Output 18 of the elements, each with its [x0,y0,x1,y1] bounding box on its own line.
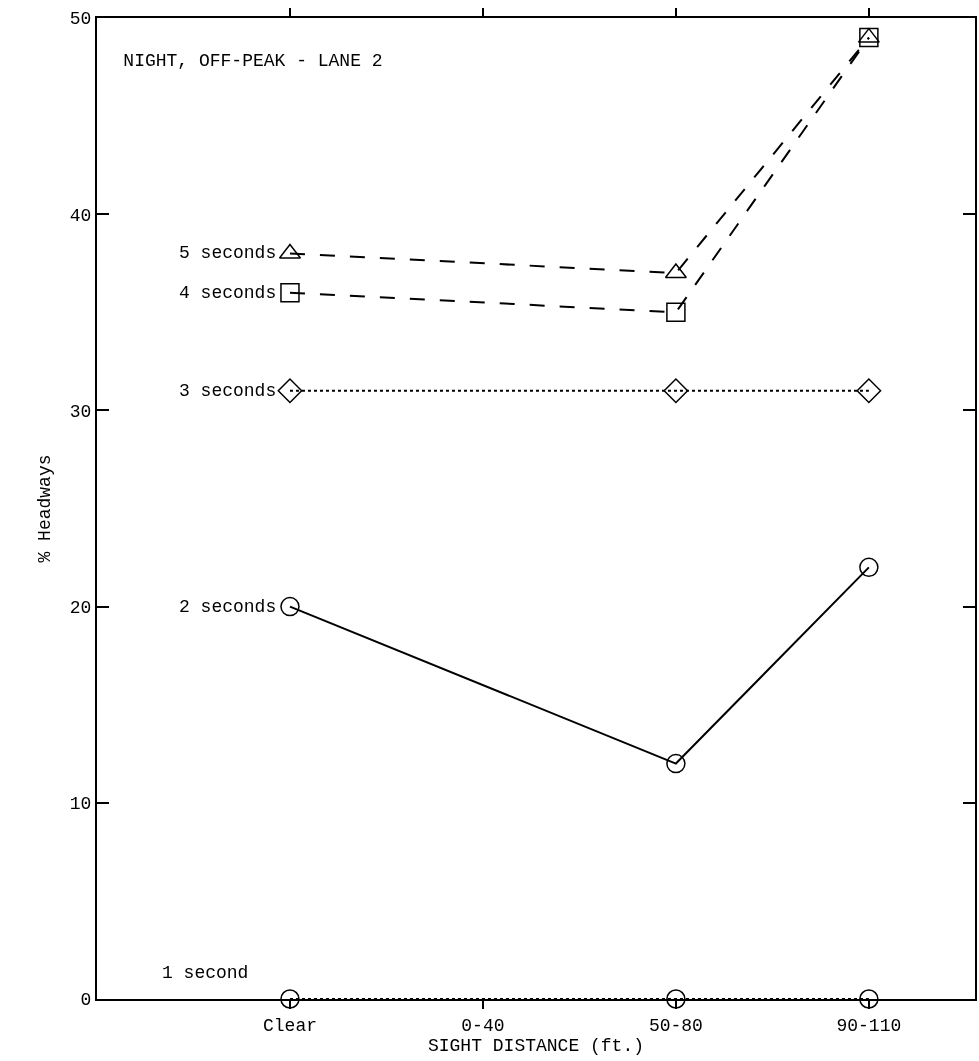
series-label: 3 seconds [179,381,277,401]
x-tick-label: 90-110 [836,1015,902,1036]
x-tick-label: 0-40 [461,1015,505,1036]
y-tick-label: 30 [69,401,92,422]
y-tick-label: 50 [69,9,92,30]
y-tick-label: 20 [69,597,92,618]
y-axis-title: % Headways [35,454,56,563]
y-tick-label: 40 [69,205,92,226]
series-label: 4 seconds [179,283,277,303]
series-label: 2 seconds [179,597,277,617]
x-tick-label: 50-80 [648,1015,703,1036]
y-tick-label: 0 [80,990,92,1011]
text: NIGHT, OFF-PEAK - LANE 2 [123,50,383,71]
x-axis-title: SIGHT DISTANCE (ft.) [427,1035,645,1056]
y-tick-label: 10 [69,794,92,815]
series-label: 1 second [162,963,249,983]
x-tick-label: Clear [262,1015,317,1036]
series-label: 5 seconds [179,243,277,263]
